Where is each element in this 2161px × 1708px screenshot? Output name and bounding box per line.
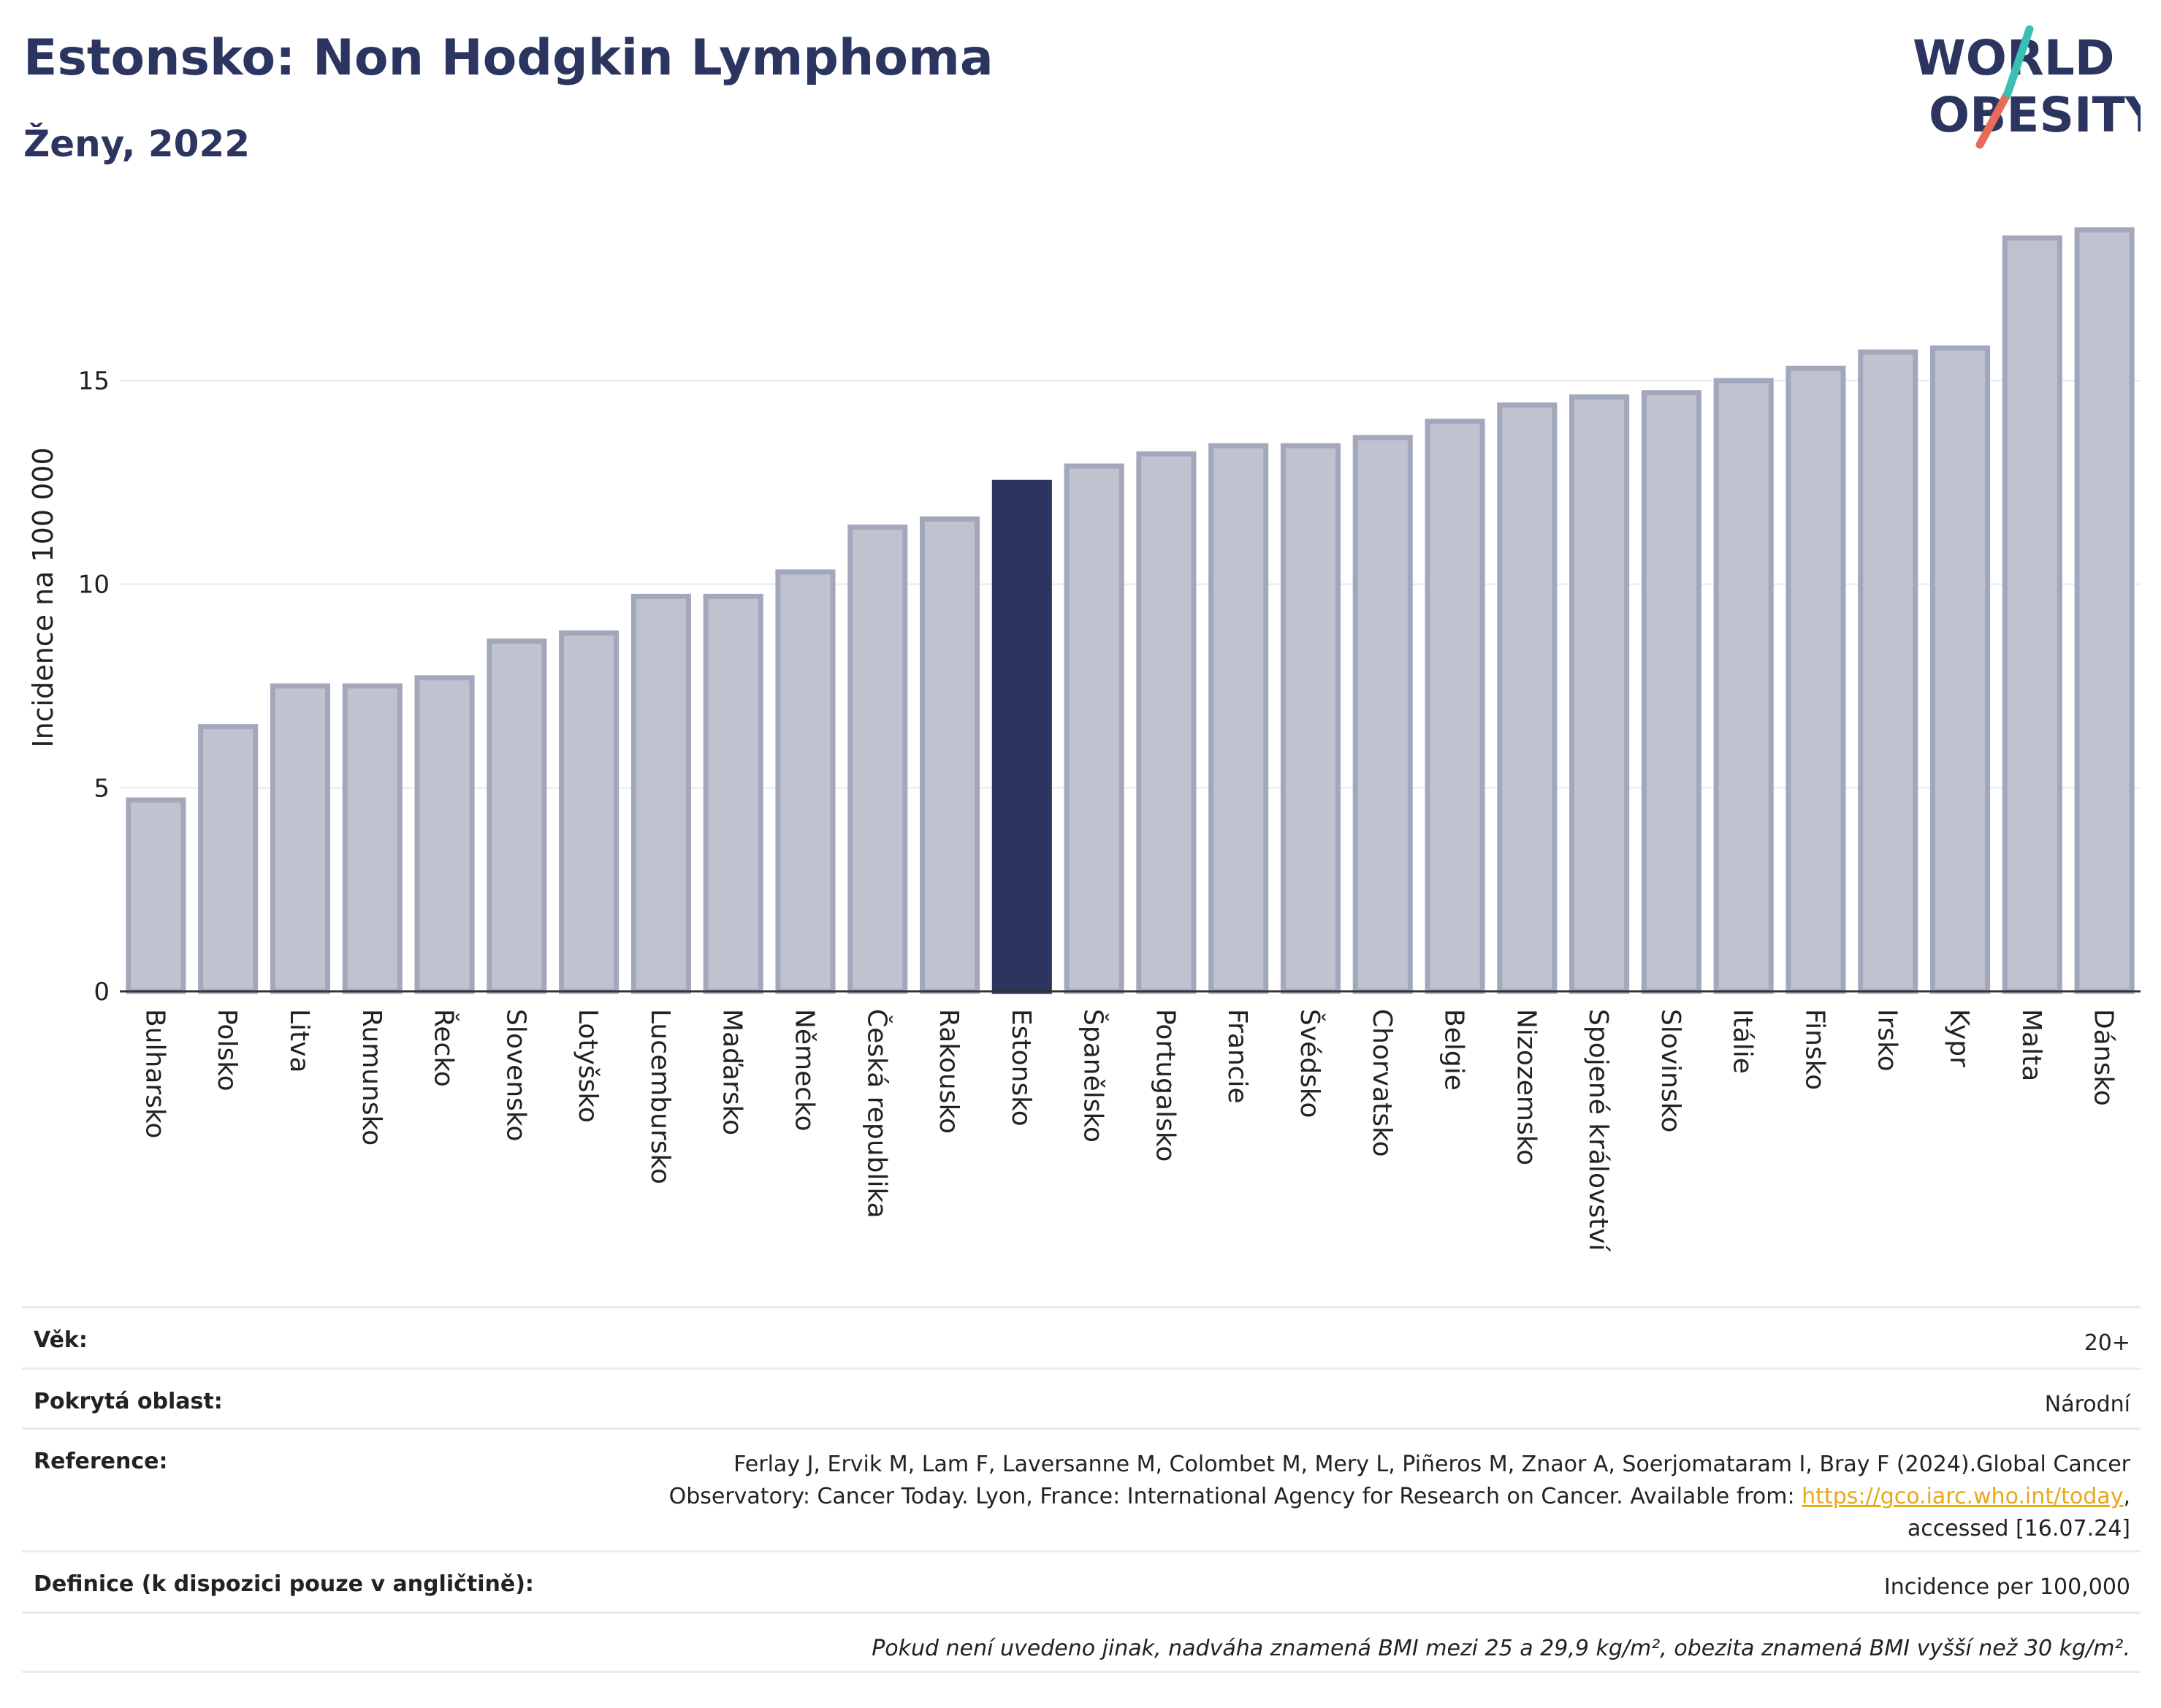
y-tick-label: 10 [78, 571, 110, 600]
area-value: Národní [2044, 1392, 2130, 1417]
y-tick-labels: 0 5 10 15 [78, 367, 110, 1007]
info-table: Věk: 20+ Pokrytá oblast: Národní Referen… [22, 1306, 2141, 1673]
bar-spojené-království [1569, 394, 1630, 994]
bar-česká-republika [847, 525, 908, 994]
bar-lucembursko [630, 593, 691, 994]
bar-francie [1208, 443, 1269, 994]
bar-chart: 0 5 10 15 Bulharsko Polsko Litva Rumunsko Řecko… [27, 227, 2141, 1252]
x-tick-label: Lucembursko [645, 1009, 675, 1184]
info-row-reference: Reference: Ferlay J, Ervik M, Lam F, Lav… [22, 1427, 2141, 1550]
bars [126, 227, 2135, 994]
y-tick-label: 15 [78, 367, 110, 396]
x-tick-label: Slovinsko [1655, 1009, 1685, 1132]
definition-label: Definice (k dispozici pouze v angličtině… [34, 1571, 534, 1597]
reference-value: Ferlay J, Ervik M, Lam F, Laversanne M, … [669, 1449, 2130, 1550]
bmi-note: Pokud není uvedeno jinak, nadváha znamen… [872, 1636, 2130, 1661]
definition-value: Incidence per 100,000 [1883, 1574, 2130, 1600]
age-value: 20+ [2084, 1330, 2130, 1356]
bar-estonsko [991, 479, 1052, 994]
bar-švédsko [1280, 443, 1341, 994]
bar-španělsko [1064, 463, 1124, 994]
x-tick-labels: Bulharsko Polsko Litva Rumunsko Řecko Slovens… [140, 1009, 2118, 1252]
reference-line-2-end: , [2123, 1484, 2130, 1509]
logo-slash-red [1975, 89, 2012, 149]
x-tick-label: Bulharsko [140, 1009, 169, 1139]
x-tick-label: Lotyšsko [573, 1009, 603, 1123]
x-tick-label: Portugalsko [1150, 1009, 1180, 1162]
bar-rakousko [919, 516, 980, 994]
info-row-age: Věk: 20+ [22, 1306, 2141, 1368]
info-row-area: Pokrytá oblast: Národní [22, 1368, 2141, 1427]
x-tick-label: Nizozemsko [1511, 1009, 1541, 1165]
x-tick-label: Německo [789, 1009, 819, 1132]
x-tick-label: Francie [1222, 1009, 1252, 1104]
y-tick-label: 0 [94, 977, 110, 1007]
x-tick-label: Polsko [212, 1009, 242, 1091]
bar-nizozemsko [1497, 402, 1558, 994]
x-tick-label: Slovensko [500, 1009, 530, 1142]
bar-portugalsko [1136, 451, 1197, 994]
x-tick-label: Malta [2016, 1009, 2046, 1081]
info-row-note: Pokud není uvedeno jinak, nadváha znamen… [22, 1612, 2141, 1673]
bar-lotyšsko [559, 630, 620, 994]
bar-slovensko [487, 638, 547, 994]
reference-line-3: accessed [16.07.24] [1907, 1516, 2130, 1541]
x-tick-label: Rumunsko [357, 1009, 386, 1145]
x-tick-label: Řecko [429, 1009, 460, 1087]
x-tick-label: Chorvatsko [1367, 1009, 1397, 1157]
x-tick-label: Španělsko [1078, 1009, 1109, 1143]
x-tick-label: Finsko [1799, 1009, 1829, 1090]
x-tick-label: Irsko [1872, 1009, 1902, 1072]
bar-polsko [198, 724, 259, 994]
page-subtitle: Ženy, 2022 [23, 123, 251, 165]
logo-slash-teal [2003, 25, 2034, 98]
x-tick-label: Dánsko [2089, 1009, 2119, 1106]
x-tick-label: Belgie [1439, 1009, 1469, 1091]
bar-bulharsko [126, 797, 186, 994]
reference-line-2: Observatory: Cancer Today. Lyon, France:… [668, 1484, 1802, 1509]
bar-belgie [1425, 419, 1485, 994]
area-label: Pokrytá oblast: [34, 1389, 223, 1414]
bar-malta [2002, 235, 2062, 994]
bar-německo [775, 569, 836, 994]
x-tick-label: Spojené království [1583, 1009, 1613, 1252]
reference-line-1: Ferlay J, Ervik M, Lam F, Laversanne M, … [733, 1452, 2130, 1477]
bar-itálie [1713, 378, 1774, 994]
x-tick-label: Česká republika [861, 1009, 892, 1219]
x-tick-label: Švédsko [1295, 1009, 1325, 1118]
bar-maďarsko [703, 593, 763, 994]
bar-litva [270, 683, 331, 994]
bar-chorvatsko [1352, 435, 1413, 994]
reference-label: Reference: [34, 1449, 168, 1474]
bar-finsko [1785, 365, 1846, 994]
bar-kypr [1929, 345, 1991, 994]
logo-text-obesity: OBESITY [1929, 87, 2141, 143]
x-tick-label: Rakousko [934, 1009, 964, 1134]
reference-link[interactable]: https://gco.iarc.who.int/today [1802, 1484, 2124, 1509]
bar-rumunsko [342, 683, 403, 994]
y-axis-label: Incidence na 100 000 [27, 447, 59, 747]
page-title: Estonsko: Non Hodgkin Lymphoma [23, 29, 994, 87]
bar-řecko [414, 675, 475, 994]
x-tick-label: Estonsko [1006, 1009, 1036, 1126]
bar-dánsko [2074, 227, 2135, 994]
world-obesity-logo: WORLD OBESITY [1913, 25, 2141, 149]
x-tick-label: Maďarsko [717, 1009, 747, 1135]
bar-irsko [1858, 349, 1918, 994]
x-tick-label: Litva [284, 1009, 314, 1073]
bar-slovinsko [1641, 390, 1701, 994]
info-row-definition: Definice (k dispozici pouze v angličtině… [22, 1550, 2141, 1612]
y-tick-label: 5 [94, 774, 110, 803]
age-label: Věk: [34, 1327, 88, 1353]
x-tick-label: Kypr [1944, 1009, 1974, 1067]
x-tick-label: Itálie [1728, 1009, 1758, 1074]
